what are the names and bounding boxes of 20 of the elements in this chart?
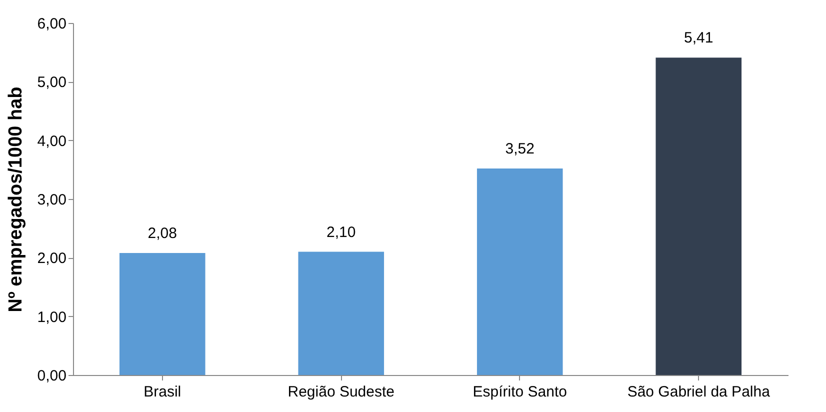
bar [298, 252, 384, 375]
x-tick-label: Brasil [144, 384, 182, 400]
y-tick-label: 5,00 [37, 74, 66, 92]
y-tick-label: 1,00 [37, 308, 66, 326]
x-tick-label: São Gabriel da Palha [627, 384, 771, 400]
x-tick-label: Região Sudeste [288, 384, 394, 400]
y-tick-label: 2,00 [37, 250, 66, 268]
bar [656, 58, 742, 375]
x-tick-label: Espírito Santo [472, 384, 567, 400]
data-label: 3,52 [505, 140, 534, 158]
data-label: 5,41 [684, 30, 714, 47]
y-axis-title: Nº empregados/1000 hab [5, 86, 26, 312]
y-tick-label: 3,00 [37, 192, 66, 208]
y-tick-label: 0,00 [37, 368, 66, 384]
y-tick-label: 6,00 [37, 16, 66, 32]
bar [476, 168, 563, 375]
bar [119, 252, 206, 375]
data-label: 2,10 [326, 224, 356, 241]
data-label: 2,08 [148, 224, 177, 242]
y-tick-label: 4,00 [37, 132, 66, 150]
